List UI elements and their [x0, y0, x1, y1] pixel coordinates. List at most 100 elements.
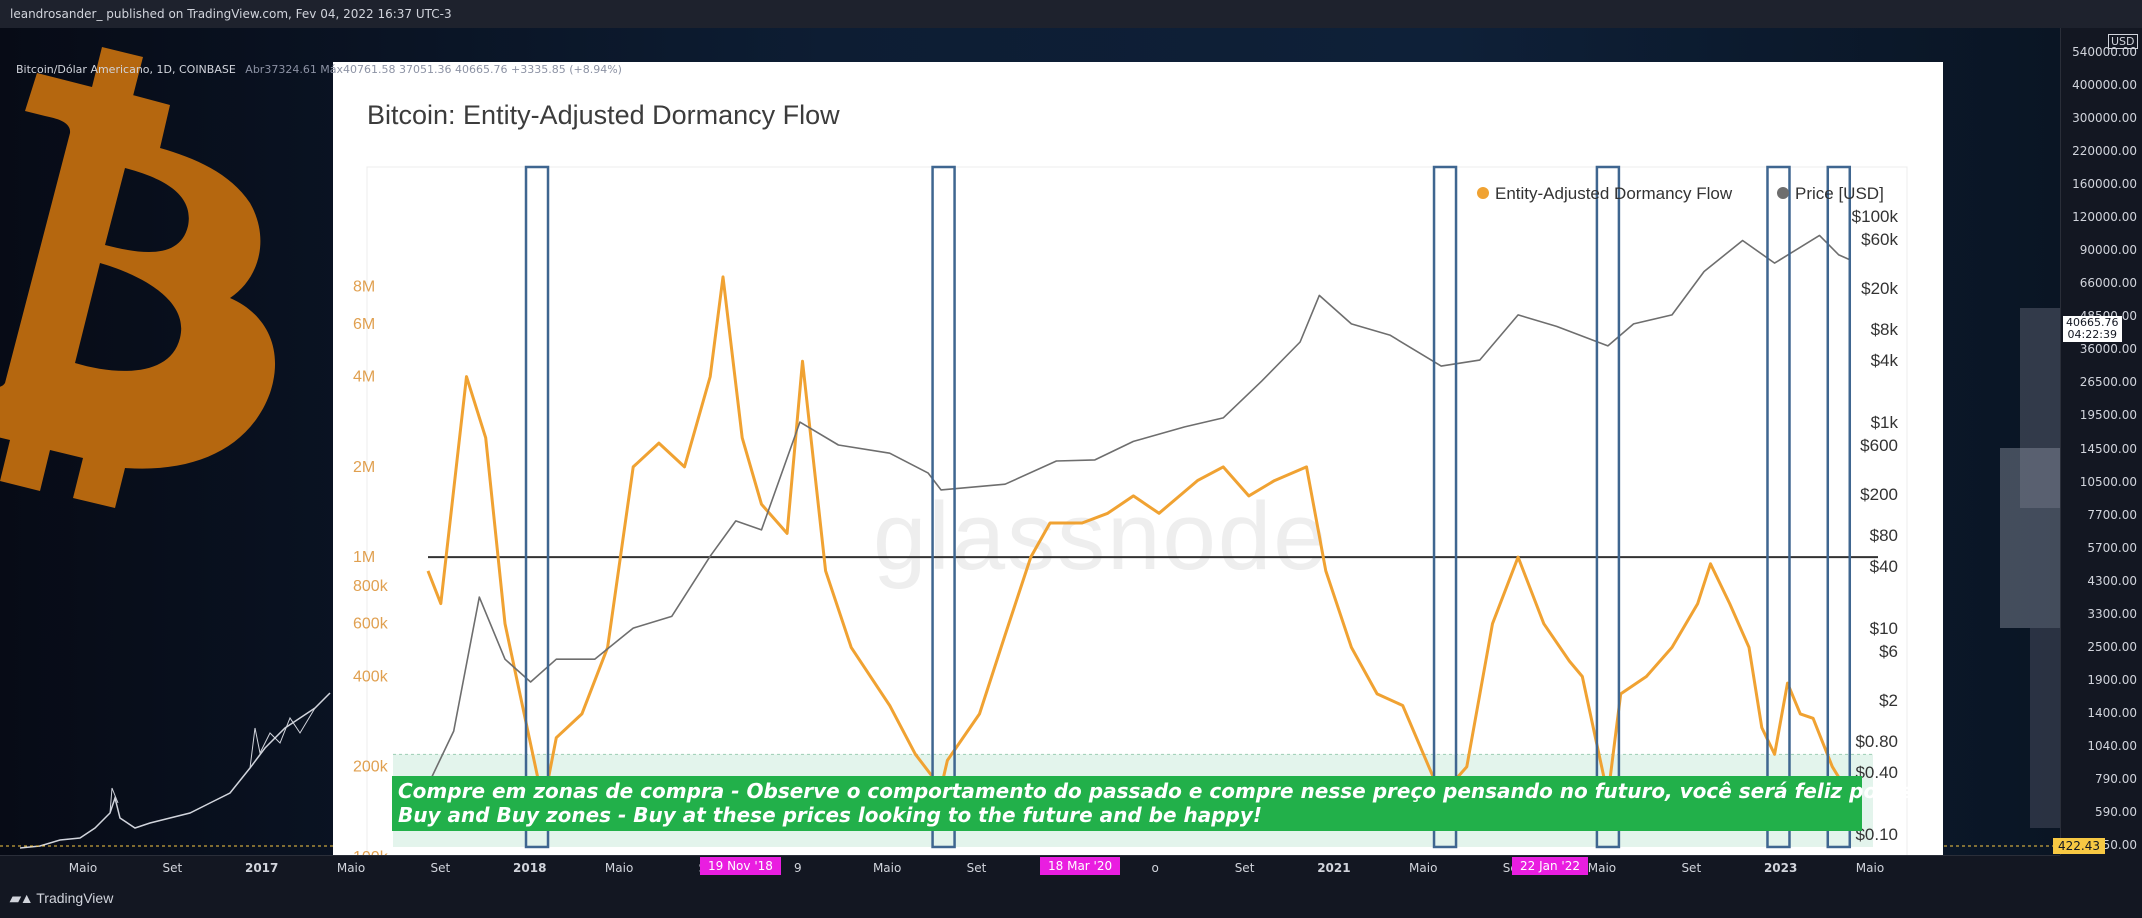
- price-line: [427, 234, 1850, 786]
- time-tick: Set: [162, 861, 183, 875]
- time-tick: 9: [793, 861, 802, 875]
- right-axis-tick: $10: [1870, 619, 1898, 638]
- time-tick: Maio: [1855, 861, 1885, 875]
- price-tick: 26500.00: [2079, 375, 2137, 390]
- x-axis-tick: 2018: [1307, 854, 1345, 855]
- x-axis-tick: 2016: [1050, 854, 1088, 855]
- price-tick: 10500.00: [2079, 474, 2137, 489]
- banner-line-pt: Compre em zonas de compra - Observe o co…: [398, 779, 1943, 803]
- right-axis-tick: $100k: [1852, 207, 1899, 226]
- chart-area[interactable]: Bitcoin/Dólar Americano, 1D, COINBASE Ab…: [0, 28, 2060, 855]
- left-axis-tick: 400k: [353, 668, 389, 685]
- time-tick: 2017: [244, 861, 279, 875]
- tradingview-logo-icon: ▰▲: [10, 890, 34, 906]
- price-tick: 120000.00: [2072, 210, 2137, 225]
- low-price-label: 422.43: [2053, 838, 2105, 854]
- price-tick: 7700.00: [2087, 507, 2137, 522]
- footer: ▰▲ TradingView: [0, 878, 2142, 918]
- price-scale[interactable]: 540000.00 400000.00 300000.00 220000.00 1600…: [2060, 28, 2142, 855]
- price-tick: 2500.00: [2087, 639, 2137, 654]
- right-axis-tick: $2: [1879, 691, 1898, 710]
- currency-label[interactable]: USD: [2108, 34, 2138, 49]
- right-axis-tick: $0.10: [1855, 825, 1898, 844]
- time-tick: Set: [1234, 861, 1255, 875]
- price-tick: 300000.00: [2072, 111, 2137, 126]
- time-tick: Set: [1681, 861, 1702, 875]
- symbol-label: Bitcoin/Dólar Americano, 1D, COINBASE: [16, 63, 236, 76]
- time-tick: 2021: [1317, 861, 1351, 875]
- symbol-info: Bitcoin/Dólar Americano, 1D, COINBASE Ab…: [16, 63, 622, 76]
- price-tick: 4300.00: [2087, 573, 2137, 588]
- publish-header: leandrosander_ published on TradingView.…: [0, 0, 2142, 28]
- right-axis-tick: $60k: [1861, 230, 1898, 249]
- current-price-label: 40665.76 04:22:39: [2063, 316, 2122, 342]
- time-tick: Maio: [336, 861, 366, 875]
- x-axis-tick: 2015: [922, 854, 960, 855]
- x-axis-tick: 2020: [1563, 854, 1601, 855]
- right-axis-tick: $0.40: [1855, 763, 1898, 782]
- x-axis-tick: 2021: [1692, 854, 1730, 855]
- left-axis-tick: 4M: [353, 369, 375, 386]
- x-axis-tick: 2013: [666, 854, 704, 855]
- date-marker: 18 Mar '20: [1040, 857, 1121, 875]
- legend-dot: [1477, 187, 1489, 199]
- chart-legend: Entity-Adjusted Dormancy Flow Price [USD]: [1477, 184, 1884, 203]
- price-tick: 590.00: [2095, 804, 2137, 819]
- tradingview-brand: TradingView: [36, 890, 114, 906]
- volume-profile: [2000, 308, 2060, 828]
- price-tick: 19500.00: [2079, 408, 2137, 423]
- left-axis-tick: 8M: [353, 278, 375, 295]
- price-tick: 66000.00: [2079, 276, 2137, 291]
- price-tick: 1400.00: [2087, 705, 2137, 720]
- price-tick: 450.00: [2095, 838, 2137, 852]
- buy-zone-banner: Compre em zonas de compra - Observe o co…: [392, 776, 1943, 831]
- time-tick: o: [1151, 861, 1159, 875]
- date-marker: 19 Nov '18: [700, 857, 781, 875]
- x-axis-tick: 2019: [1435, 854, 1473, 855]
- time-tick: Maio: [68, 861, 98, 875]
- x-axis-tick: 2014: [794, 854, 832, 855]
- price-tick: 400000.00: [2072, 78, 2137, 93]
- legend-label: Entity-Adjusted Dormancy Flow: [1495, 184, 1733, 203]
- time-tick: Maio: [1587, 861, 1617, 875]
- tradingview-logo[interactable]: ▰▲ TradingView: [10, 890, 113, 907]
- glassnode-overlay-image: Bitcoin: Entity-Adjusted Dormancy Flow g…: [333, 62, 1943, 855]
- price-tick: 160000.00: [2072, 177, 2137, 192]
- legend-label: Price [USD]: [1795, 184, 1884, 203]
- price-tick: 90000.00: [2079, 243, 2137, 258]
- right-axis-tick: $0.80: [1855, 732, 1898, 751]
- overlay-chart-title: Bitcoin: Entity-Adjusted Dormancy Flow: [367, 100, 840, 130]
- highlight-box: [931, 165, 956, 849]
- bitcoin-logo-icon: [0, 47, 275, 508]
- dormancy-flow-chart: 8M 6M 4M 2M 1M 800k 600k 400k 200k 100k $100k $60k $…: [353, 165, 1908, 855]
- price-candles: [19, 692, 331, 849]
- highlight-box: [1826, 165, 1852, 849]
- x-axis-tick: 2011: [410, 854, 447, 855]
- published-text: leandrosander_ published on TradingView.…: [10, 7, 452, 21]
- time-tick: Maio: [604, 861, 634, 875]
- x-axis-tick: 2022: [1820, 854, 1858, 855]
- highlight-box: [1766, 165, 1791, 849]
- ohlc-values: Abr37324.61 Máx40761.58 37051.36 40665.7…: [245, 63, 622, 76]
- time-axis[interactable]: Maio Set 2017 Maio Set 2018 Maio Set 9 Maio Set 202…: [0, 855, 2060, 879]
- price-tick: 5700.00: [2087, 540, 2137, 555]
- watermark: glassnode: [873, 483, 1329, 590]
- bar-countdown: 04:22:39: [2067, 328, 2117, 341]
- left-axis-tick: 100k: [353, 849, 389, 855]
- price-tick: 3300.00: [2087, 606, 2137, 621]
- right-axis-tick: $200: [1860, 485, 1898, 504]
- highlight-box: [1432, 165, 1458, 849]
- right-axis-tick: $4k: [1871, 351, 1899, 370]
- time-tick: Set: [430, 861, 451, 875]
- left-axis-tick: 6M: [353, 316, 375, 333]
- time-tick: Maio: [1409, 861, 1438, 875]
- time-tick: Set: [966, 861, 987, 875]
- right-axis-tick: $40: [1870, 557, 1898, 576]
- x-axis-tick: 2017: [1179, 854, 1217, 855]
- left-axis-tick: 2M: [353, 459, 375, 476]
- x-axis-tick: 2012: [537, 854, 575, 855]
- left-axis-tick: 200k: [353, 759, 389, 776]
- left-axis-tick: 600k: [353, 616, 389, 633]
- left-axis-tick: 800k: [353, 578, 389, 595]
- right-axis-tick: $80: [1870, 526, 1898, 545]
